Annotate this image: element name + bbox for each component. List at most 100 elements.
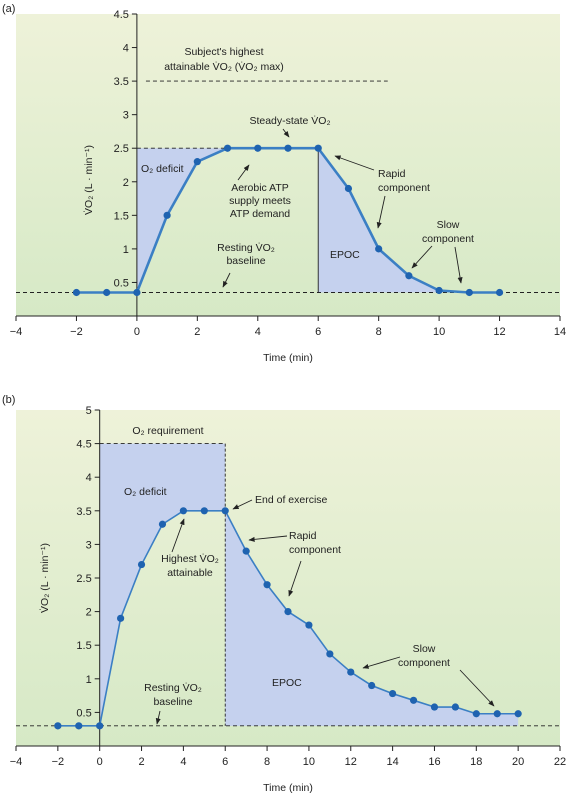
b-end-of-exercise-label: End of exercise	[255, 494, 328, 506]
y-tick-label: 1.5	[76, 640, 91, 652]
x-tick-label: 0	[134, 326, 140, 338]
data-point	[221, 507, 229, 515]
b-end-of-exercise-arrow	[232, 499, 253, 510]
x-tick-label: 6	[315, 326, 321, 338]
x-tick-label: 12	[493, 326, 505, 338]
b-y-axis-label: V̇O₂ (L · min⁻¹)	[38, 543, 51, 613]
panel-b-y-ticks: 0.5 1 1.5 2 2.5 3 3.5 4 4.5 5	[76, 405, 100, 719]
data-point	[326, 650, 334, 658]
a-rapid-label-2: component	[378, 182, 430, 194]
x-tick-label: 8	[264, 756, 270, 768]
b-highest-label-1: Highest V̇O₂	[161, 552, 219, 565]
b-highest-label-2: attainable	[167, 567, 213, 579]
data-point	[284, 144, 292, 152]
x-tick-label: 18	[470, 756, 482, 768]
y-tick-label: 0.5	[114, 277, 129, 289]
data-point	[103, 288, 111, 297]
x-tick-label: 2	[194, 326, 200, 338]
b-resting-label-2: baseline	[153, 696, 192, 708]
x-tick-label: 2	[138, 756, 144, 768]
data-point	[389, 689, 397, 698]
b-o2-requirement-label: O₂ requirement	[132, 425, 203, 437]
x-tick-label: 4	[255, 326, 261, 338]
data-point	[96, 722, 104, 730]
y-tick-label: 1	[123, 244, 129, 256]
y-tick-label: 3	[123, 110, 129, 122]
y-tick-label: 4	[86, 472, 92, 484]
b-resting-label-1: Resting V̇O₂	[144, 681, 202, 694]
data-point	[368, 681, 376, 690]
a-o2-deficit-label: O₂ deficit	[141, 163, 184, 175]
x-tick-label: 10	[433, 326, 445, 338]
a-slow-arrow-2	[454, 246, 463, 284]
a-rapid-arrow-2	[376, 195, 386, 229]
data-point	[405, 272, 413, 280]
data-point	[163, 211, 171, 219]
data-point	[451, 703, 459, 711]
data-point	[200, 507, 208, 515]
data-point	[179, 507, 187, 515]
data-point	[347, 668, 355, 676]
data-point	[305, 621, 313, 629]
y-tick-label: 3.5	[114, 76, 129, 88]
data-point	[72, 288, 81, 297]
x-tick-label: 20	[512, 756, 524, 768]
a-aerobic-label-3: ATP demand	[230, 208, 290, 220]
data-point	[75, 722, 83, 730]
x-tick-label: −4	[10, 326, 23, 338]
y-tick-label: 2.5	[76, 573, 91, 585]
a-resting-label-2: baseline	[226, 255, 265, 267]
data-point	[465, 288, 473, 297]
x-tick-label: 12	[345, 756, 357, 768]
a-steady-state-label: Steady-state V̇O₂	[249, 114, 330, 127]
data-point	[314, 144, 322, 152]
y-tick-label: 1.5	[114, 210, 129, 222]
y-tick-label: 4.5	[76, 439, 91, 451]
a-vo2max-label-2: attainable V̇O₂ (V̇O₂ max)	[164, 60, 284, 73]
panel-b-o2-deficit-area	[99, 443, 226, 726]
data-point	[409, 696, 418, 704]
x-tick-label: 10	[303, 756, 315, 768]
y-tick-label: 3	[86, 539, 92, 551]
x-tick-label: 22	[554, 756, 566, 768]
x-tick-label: 6	[222, 756, 228, 768]
y-tick-label: 3.5	[76, 506, 91, 518]
b-rapid-arrow-2	[288, 560, 302, 597]
data-point	[137, 560, 146, 569]
panel-a-x-ticks: −4 −2 0 2 4 6 8 10 12 14	[10, 316, 566, 338]
panel-a-y-ticks: 0.5 1 1.5 2 2.5 3 3.5 4 4.5	[114, 9, 137, 289]
panel-b-label: (b)	[2, 394, 15, 406]
panel-a-points	[72, 144, 504, 297]
b-rapid-arrow-1	[248, 535, 288, 542]
x-tick-label: −2	[52, 756, 65, 768]
data-point	[435, 286, 443, 295]
y-tick-label: 4	[123, 43, 129, 55]
data-point	[284, 608, 292, 616]
x-tick-label: −4	[10, 756, 23, 768]
panel-b: (b) −4 −2 0 2 4 6 8 10 12 14 16 18 20 22 0.5 1 1.5 2 2.5 3…	[2, 394, 566, 794]
panel-b-points	[54, 507, 522, 730]
a-rapid-arrow-1	[334, 155, 375, 171]
data-point	[495, 288, 504, 297]
data-point	[54, 722, 62, 730]
a-slow-label-1: Slow	[437, 219, 460, 231]
data-point	[514, 710, 522, 718]
b-o2-deficit-label: O₂ deficit	[124, 486, 167, 498]
a-slow-arrow-1	[411, 245, 433, 269]
y-tick-label: 1	[86, 674, 92, 686]
y-tick-label: 5	[86, 405, 92, 417]
a-resting-arrow	[222, 272, 231, 288]
a-x-axis-label: Time (min)	[263, 352, 313, 364]
panel-a: (a) −4 −2 0 2 4 6 8 10 12 14 0.511.522.533.544.5 …	[2, 3, 566, 364]
x-tick-label: −2	[70, 326, 83, 338]
a-slow-label-2: component	[422, 233, 474, 245]
b-slow-arrow-2	[459, 669, 495, 707]
x-tick-label: 4	[180, 756, 186, 768]
panel-b-epoc-area	[225, 510, 519, 726]
x-tick-label: 0	[97, 756, 103, 768]
b-x-axis-label: Time (min)	[263, 782, 313, 794]
a-epoc-label: EPOC	[330, 249, 360, 261]
panel-a-label: (a)	[2, 3, 15, 15]
data-point	[472, 710, 480, 718]
